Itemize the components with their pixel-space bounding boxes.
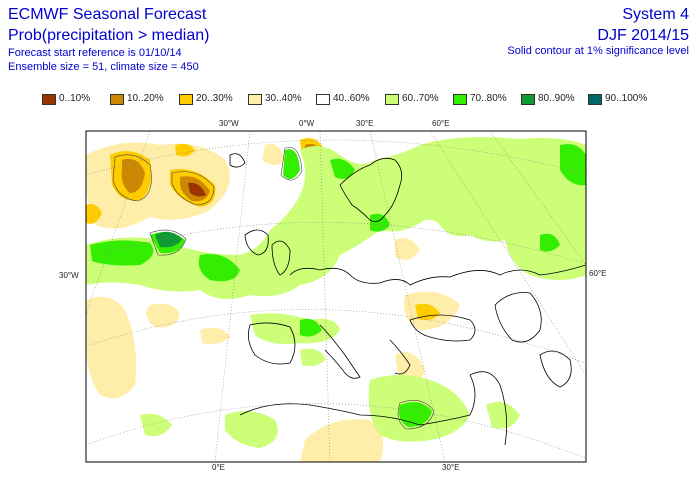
top-tick-label: 0°W [299, 119, 315, 128]
forecast-map: 30°W 0°W 30°E 60°E 0°E 30°E 30°W 60°E [59, 119, 606, 472]
season-label: DJF 2014/15 [597, 27, 689, 44]
legend-label: 60..70% [402, 93, 439, 104]
top-tick-label: 30°W [219, 119, 239, 128]
legend-swatch [588, 94, 602, 105]
right-tick-label: 60°E [589, 269, 606, 278]
legend-label: 0..10% [59, 93, 91, 104]
legend-swatch [42, 94, 56, 105]
legend-label: 40..60% [333, 93, 370, 104]
legend-label: 20..30% [196, 93, 233, 104]
start-reference-text: Forecast start reference is 01/10/14 [8, 47, 182, 59]
legend-swatch [521, 94, 535, 105]
legend-label: 90..100% [605, 93, 648, 104]
coastlines [229, 153, 586, 446]
ensemble-size-text: Ensemble size = 51, climate size = 450 [8, 61, 199, 73]
left-tick-label: 30°W [59, 271, 79, 280]
legend-label: 70..80% [470, 93, 507, 104]
map-frame [85, 130, 587, 463]
forecast-title: ECMWF Seasonal Forecast [8, 6, 207, 23]
contour-note: Solid contour at 1% significance level [507, 45, 689, 57]
forecast-subtitle: Prob(precipitation > median) [8, 27, 210, 44]
legend-swatch [110, 94, 124, 105]
system-label: System 4 [622, 6, 689, 23]
significance-contours [112, 146, 435, 430]
bottom-tick-label: 0°E [212, 463, 225, 472]
legend-swatch [385, 94, 399, 105]
legend-swatch [316, 94, 330, 105]
legend-label: 80..90% [538, 93, 575, 104]
graticule [86, 131, 586, 462]
legend-swatch [248, 94, 262, 105]
bottom-tick-label: 30°E [442, 463, 459, 472]
top-tick-label: 60°E [432, 119, 449, 128]
top-tick-label: 30°E [356, 119, 373, 128]
legend-swatch [453, 94, 467, 105]
probability-shading [86, 137, 586, 462]
legend-swatch [179, 94, 193, 105]
legend-label: 10..20% [127, 93, 164, 104]
legend-label: 30..40% [265, 93, 302, 104]
